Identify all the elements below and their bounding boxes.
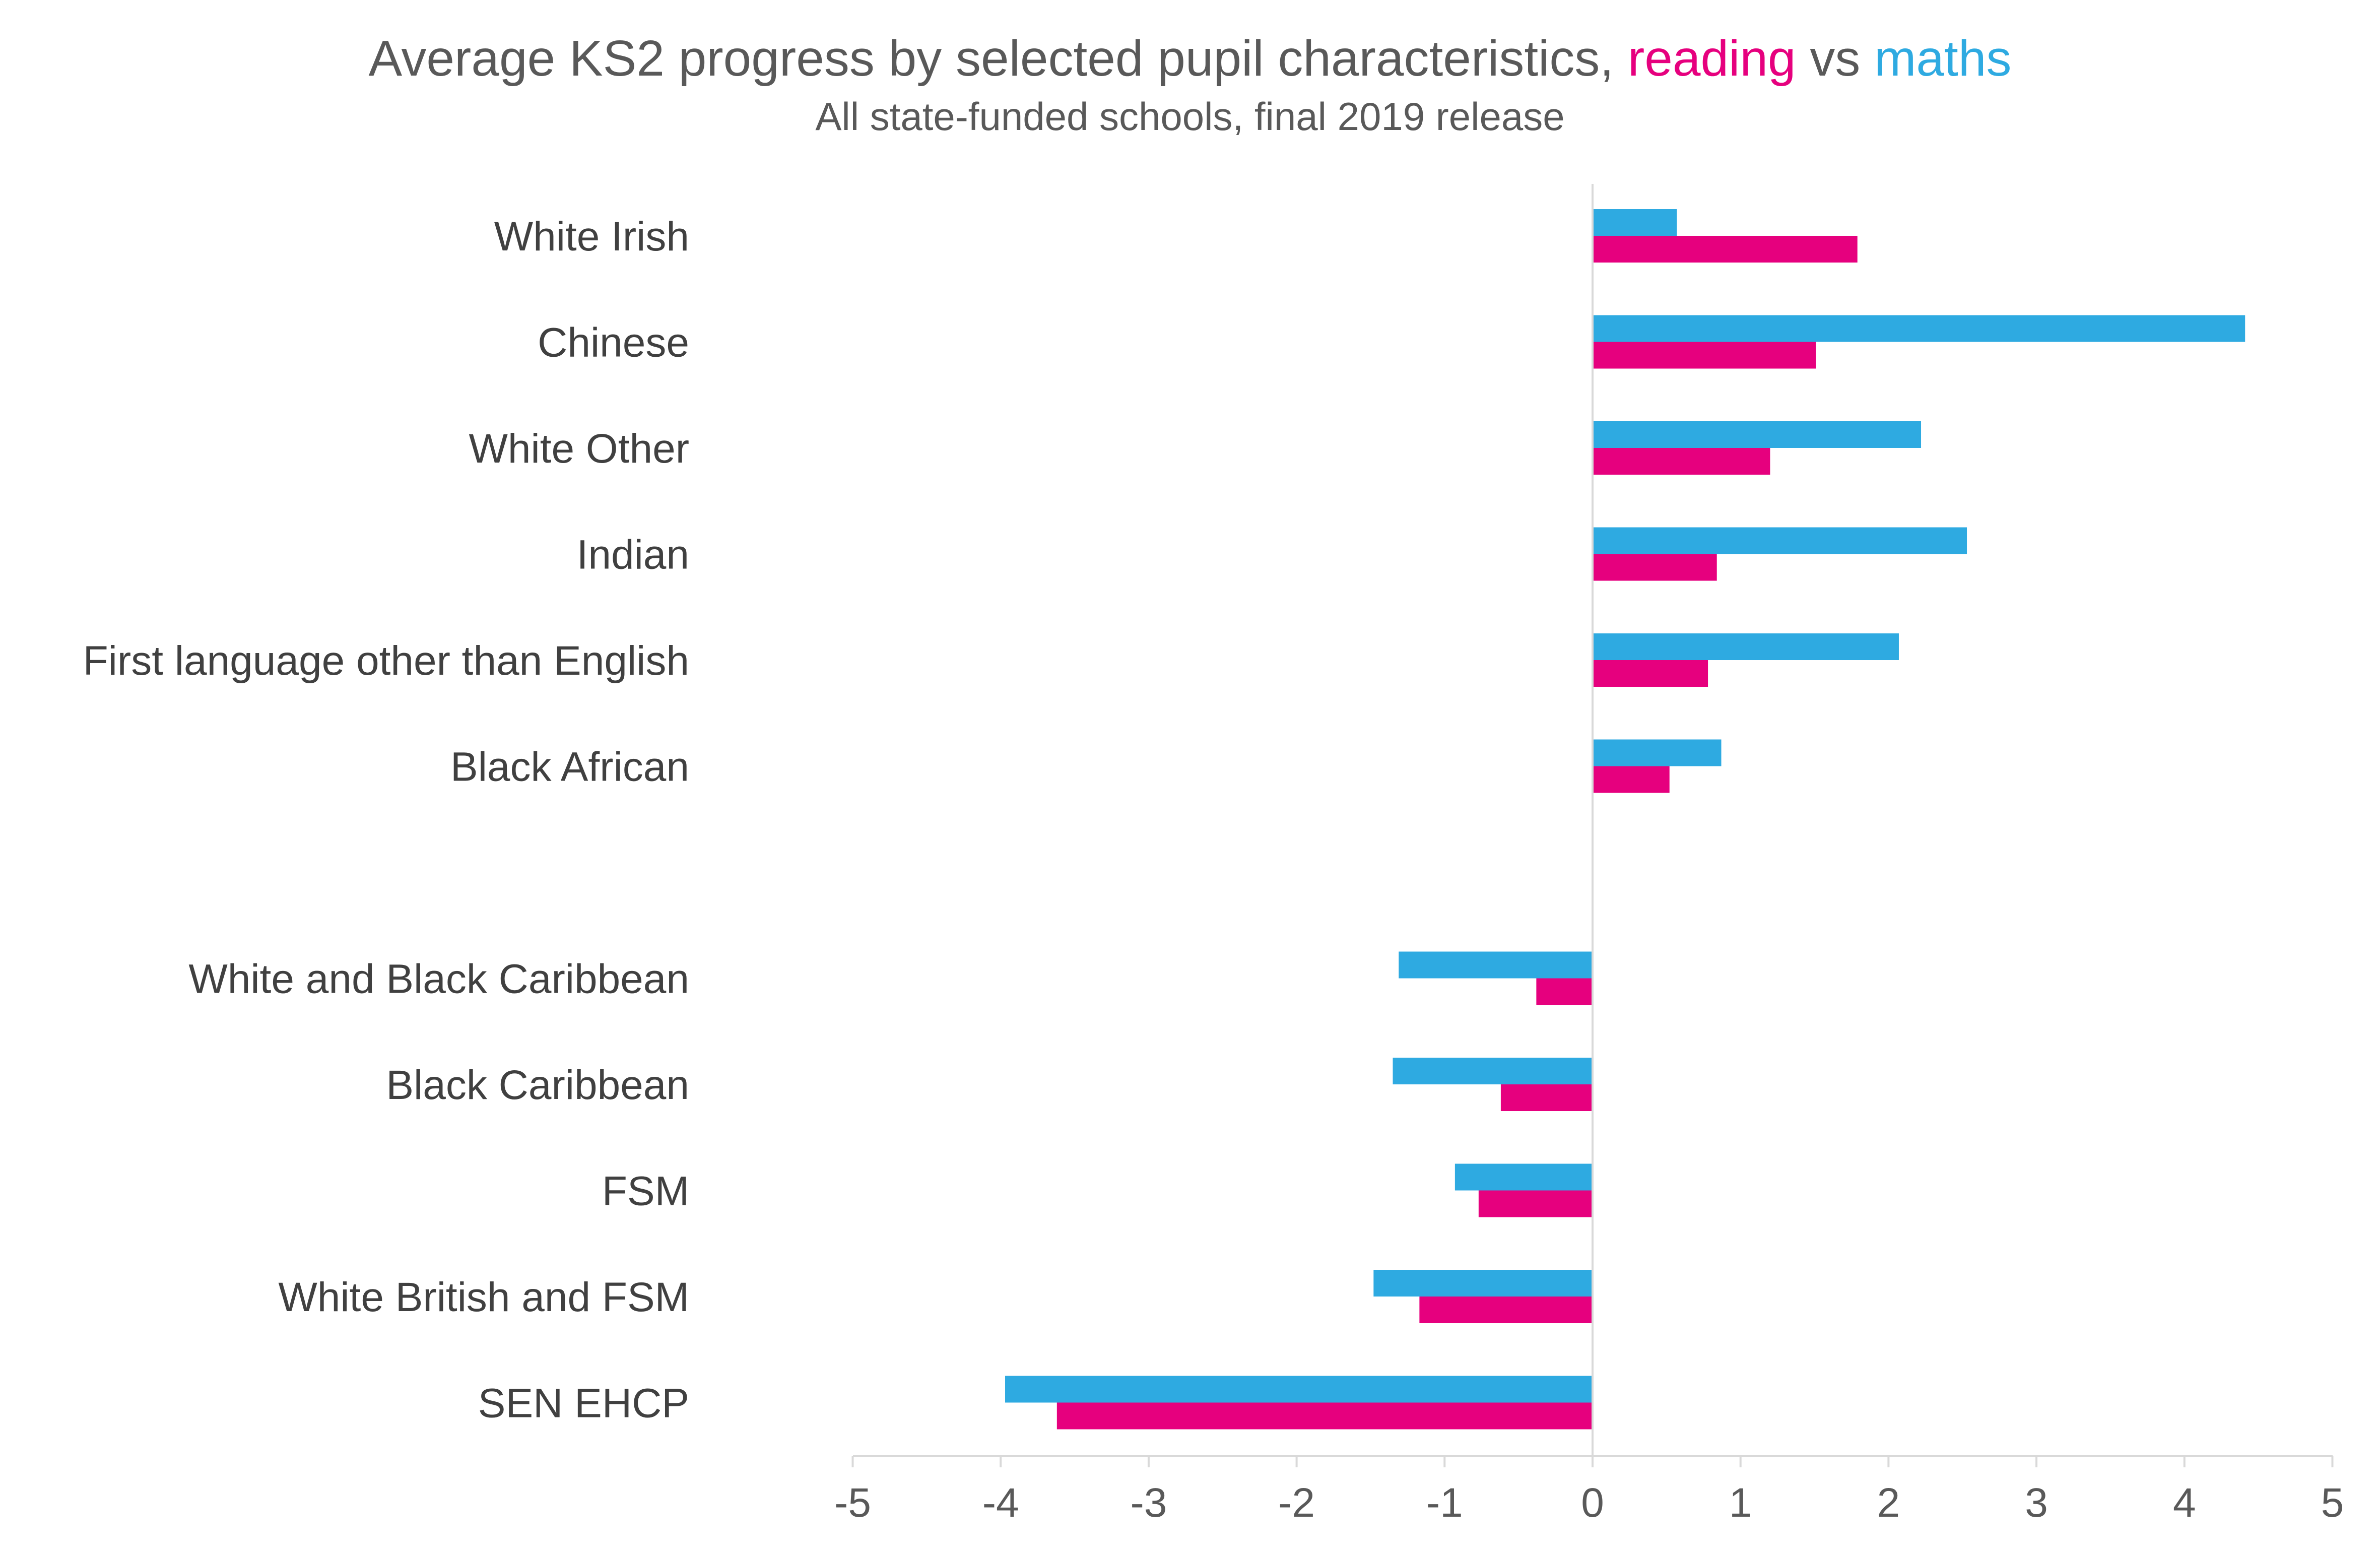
bar-maths	[1455, 1163, 1593, 1191]
title-middle: vs	[1796, 30, 1875, 87]
bar-reading	[1593, 660, 1708, 687]
category-label: White and Black Caribbean	[188, 956, 689, 1002]
title-prefix: Average KS2 progress by selected pupil c…	[369, 30, 1628, 87]
title-series-maths: maths	[1874, 30, 2011, 87]
x-tick-label: 2	[1877, 1480, 1900, 1526]
x-tick-label: 0	[1581, 1480, 1604, 1526]
bar-maths	[1393, 1058, 1593, 1084]
bar-reading	[1500, 1084, 1593, 1111]
x-tick-label: 3	[2025, 1480, 2048, 1526]
bar-maths	[1593, 739, 1722, 766]
category-label: FSM	[602, 1169, 689, 1214]
x-tick-label: -2	[1278, 1480, 1315, 1526]
bar-reading	[1593, 766, 1670, 793]
bars-group	[1005, 209, 2245, 1430]
bar-maths	[1593, 209, 1677, 236]
bar-reading	[1536, 978, 1593, 1005]
category-label: White Other	[469, 426, 689, 472]
x-tick-label: -4	[982, 1480, 1019, 1526]
x-tick-label: -5	[834, 1480, 871, 1526]
bar-reading	[1478, 1190, 1593, 1217]
bar-reading	[1593, 342, 1816, 369]
title-series-reading: reading	[1628, 30, 1796, 87]
chart-title: Average KS2 progress by selected pupil c…	[369, 30, 2012, 87]
category-label: Black Caribbean	[386, 1062, 689, 1108]
bar-maths	[1399, 951, 1593, 979]
category-label: Indian	[577, 532, 689, 578]
bar-reading	[1056, 1402, 1593, 1430]
x-tick-label: -1	[1426, 1480, 1463, 1526]
bar-reading	[1419, 1297, 1593, 1323]
bar-maths	[1593, 315, 2245, 342]
x-tick-label: 5	[2321, 1480, 2344, 1526]
category-label: Chinese	[538, 320, 689, 366]
bar-maths	[1005, 1376, 1593, 1403]
bar-reading	[1593, 554, 1717, 581]
category-label: White Irish	[494, 214, 689, 260]
bar-maths	[1593, 421, 1922, 448]
bar-reading	[1593, 448, 1770, 475]
bar-maths	[1593, 633, 1899, 660]
category-label: First language other than English	[83, 638, 689, 684]
x-tick-label: 4	[2173, 1480, 2196, 1526]
x-tick-label: -3	[1130, 1480, 1167, 1526]
bar-maths	[1373, 1270, 1593, 1297]
bar-maths	[1593, 527, 1967, 554]
category-label: White British and FSM	[278, 1274, 689, 1320]
bar-reading	[1593, 236, 1858, 263]
category-label: Black African	[450, 744, 689, 790]
category-label: SEN EHCP	[478, 1381, 689, 1427]
chart-subtitle: All state-funded schools, final 2019 rel…	[815, 94, 1564, 139]
x-tick-label: 1	[1729, 1480, 1752, 1526]
x-axis: -5 -4 -3 -2 -1 0 1 2 3 4 5	[834, 184, 2344, 1526]
category-labels: White Irish Chinese White Other Indian First…	[83, 214, 689, 1427]
